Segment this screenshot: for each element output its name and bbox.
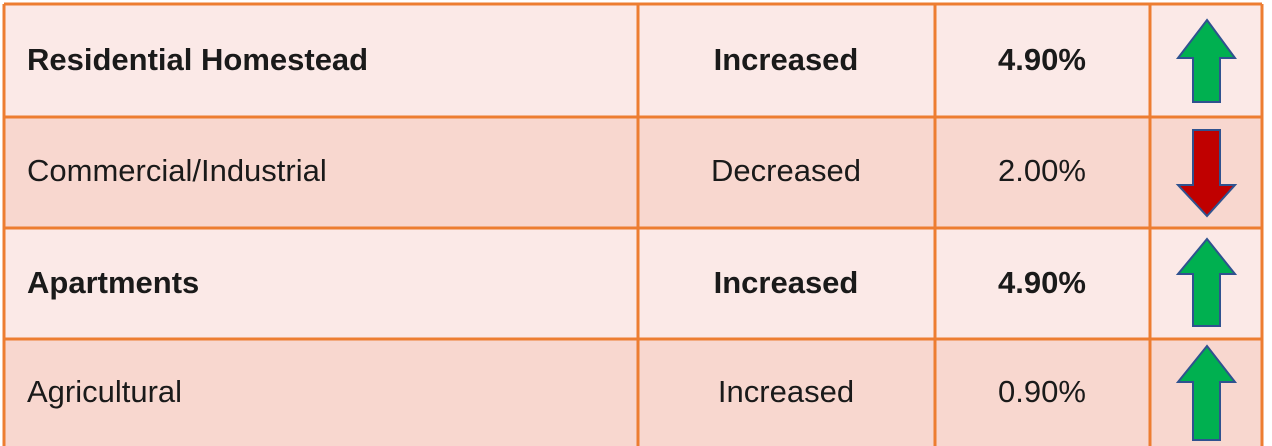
cell: 2.00% xyxy=(998,153,1086,188)
cell: 4.90% xyxy=(998,265,1086,300)
up-arrow xyxy=(1175,18,1237,103)
row-bg xyxy=(4,4,1262,117)
cell: 4.90% xyxy=(998,42,1086,77)
cell: Commercial/Industrial xyxy=(27,153,327,188)
cell: Apartments xyxy=(27,265,199,300)
up-arrow xyxy=(1175,344,1238,441)
cell: Residential Homestead xyxy=(27,42,368,77)
cell: Decreased xyxy=(711,153,861,188)
row-bg xyxy=(4,117,1262,228)
up-arrow xyxy=(1175,237,1238,327)
row-bg xyxy=(4,339,1262,446)
cell: Increased xyxy=(714,42,859,77)
cell: 0.90% xyxy=(998,374,1086,409)
down-arrow xyxy=(1175,129,1238,218)
cell: Increased xyxy=(714,265,859,300)
cell: Agricultural xyxy=(27,374,182,409)
row-bg xyxy=(4,228,1262,339)
cell: Increased xyxy=(718,374,854,409)
